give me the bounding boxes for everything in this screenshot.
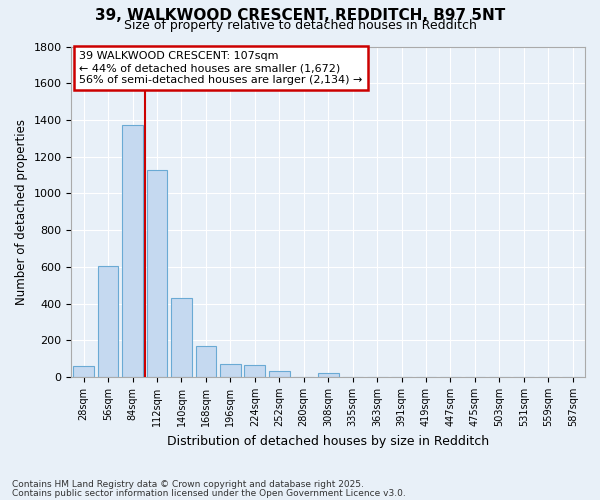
Bar	[318, 374, 338, 377]
Text: Size of property relative to detached houses in Redditch: Size of property relative to detached ho…	[124, 19, 476, 32]
Y-axis label: Number of detached properties: Number of detached properties	[15, 118, 28, 304]
Bar	[269, 370, 290, 377]
Bar	[171, 298, 192, 377]
Text: Contains HM Land Registry data © Crown copyright and database right 2025.: Contains HM Land Registry data © Crown c…	[12, 480, 364, 489]
Bar	[244, 365, 265, 377]
Bar	[122, 126, 143, 377]
Text: Contains public sector information licensed under the Open Government Licence v3: Contains public sector information licen…	[12, 488, 406, 498]
Bar	[196, 346, 217, 377]
Text: 39, WALKWOOD CRESCENT, REDDITCH, B97 5NT: 39, WALKWOOD CRESCENT, REDDITCH, B97 5NT	[95, 8, 505, 22]
X-axis label: Distribution of detached houses by size in Redditch: Distribution of detached houses by size …	[167, 434, 489, 448]
Bar	[73, 366, 94, 377]
Bar	[98, 266, 118, 377]
Bar	[220, 364, 241, 377]
Bar	[146, 170, 167, 377]
Text: 39 WALKWOOD CRESCENT: 107sqm
← 44% of detached houses are smaller (1,672)
56% of: 39 WALKWOOD CRESCENT: 107sqm ← 44% of de…	[79, 52, 362, 84]
